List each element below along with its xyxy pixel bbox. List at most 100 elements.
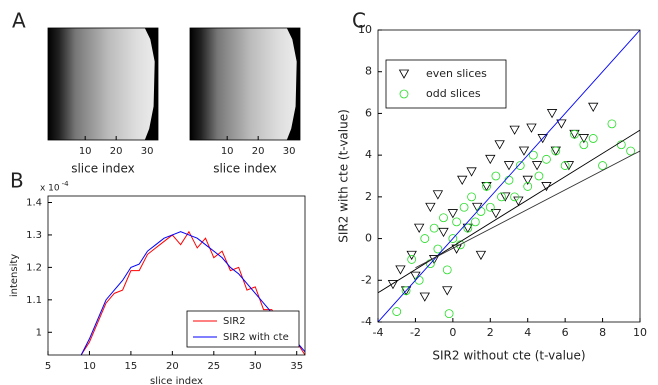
point	[533, 162, 542, 170]
point	[448, 210, 457, 218]
x-tick-label: 15	[125, 361, 138, 372]
x-tick-label: 20	[110, 146, 123, 157]
x-tick-label: 20	[166, 361, 179, 372]
x-tick-label: 35	[290, 361, 303, 372]
point	[430, 224, 438, 232]
x-axis-label: slice index	[150, 376, 203, 385]
point	[627, 147, 635, 155]
x-axis-label: slice index	[213, 162, 277, 176]
x-tick-label: 10	[221, 146, 234, 157]
point	[552, 147, 560, 155]
y-tick-label: 2	[365, 190, 372, 203]
point	[535, 172, 543, 180]
y-axis-label: intensity	[9, 254, 20, 297]
x-tick-label: 25	[207, 361, 220, 372]
x-tick-label: 5	[45, 361, 51, 372]
x-tick-label: 10	[83, 361, 96, 372]
legend-label: odd slices	[426, 87, 481, 100]
point	[599, 162, 607, 170]
point	[589, 103, 598, 111]
y-tick-label: -2	[361, 273, 372, 286]
y-tick-label: 0	[365, 232, 372, 245]
y-tick-label: 1	[36, 327, 42, 338]
x-tick-label: 4	[524, 326, 531, 339]
y-tick-label: 1.3	[26, 230, 42, 241]
point	[468, 193, 476, 201]
point	[579, 134, 588, 142]
point	[486, 155, 495, 163]
x-tick-label: -2	[410, 326, 421, 339]
y-tick-label: 1.1	[26, 295, 42, 306]
point	[523, 176, 532, 184]
point	[516, 162, 524, 170]
y-tick-label: 1.4	[26, 197, 42, 208]
panel-1: 10 20 30 slice index	[190, 28, 300, 176]
point	[467, 168, 476, 176]
y-tick-label: 6	[365, 106, 372, 119]
image	[48, 28, 158, 140]
point	[443, 266, 451, 274]
figure: A102030slice index102030slice indexBinte…	[0, 0, 658, 385]
point	[571, 130, 579, 138]
y-tick-label: 8	[365, 65, 372, 78]
x-axis-label: slice index	[71, 162, 135, 176]
fit-line	[378, 130, 640, 293]
panel-3: CSIR2 with cte (t-value)even slicesodd s…	[337, 9, 648, 363]
point	[393, 308, 401, 316]
x-tick-label: 10	[79, 146, 92, 157]
point	[510, 126, 519, 134]
legend-label: SIR2 with cte	[223, 332, 289, 343]
x-tick-label: 0	[449, 326, 456, 339]
x-tick-label: 8	[599, 326, 606, 339]
legend-label: even slices	[426, 67, 487, 80]
point	[471, 218, 479, 226]
point	[505, 162, 514, 170]
x-axis-label: SIR2 without cte (t-value)	[432, 349, 585, 363]
point	[460, 203, 468, 211]
point	[396, 266, 405, 274]
panel-0: A 10 20 30 slice index	[12, 9, 158, 176]
panel-label: A	[12, 9, 26, 33]
point	[415, 224, 424, 232]
x-tick-label: 20	[252, 146, 265, 157]
y-scale-label: x 10	[40, 184, 60, 194]
point	[548, 109, 557, 117]
point	[542, 155, 550, 163]
point	[527, 124, 536, 132]
image	[190, 28, 300, 140]
point	[445, 310, 453, 318]
y-tick-label: 10	[358, 23, 372, 36]
x-tick-label: -4	[373, 326, 384, 339]
y-tick-label: 1.2	[26, 262, 42, 273]
point	[415, 276, 423, 284]
point	[589, 134, 597, 142]
point	[439, 228, 448, 236]
x-tick-label: 10	[633, 326, 647, 339]
point	[608, 120, 616, 128]
panel-label: B	[10, 169, 24, 193]
y-tick-label: -4	[361, 315, 372, 328]
point	[426, 203, 435, 211]
point	[492, 172, 500, 180]
x-tick-label: 30	[249, 361, 262, 372]
point	[433, 191, 442, 199]
y-tick-label: 4	[365, 148, 372, 161]
point	[443, 287, 452, 295]
point	[486, 203, 494, 211]
point	[477, 207, 485, 215]
x-tick-label: 30	[141, 146, 154, 157]
x-tick-label: 30	[283, 146, 296, 157]
point	[453, 218, 461, 226]
point	[476, 251, 485, 259]
point	[458, 176, 467, 184]
x-tick-label: 6	[562, 326, 569, 339]
x-tick-label: 2	[487, 326, 494, 339]
point	[421, 235, 429, 243]
legend-label: SIR2	[223, 316, 246, 327]
point	[519, 147, 528, 155]
point	[420, 293, 429, 301]
y-scale-exponent: -4	[62, 180, 70, 188]
point	[440, 214, 448, 222]
point	[483, 182, 491, 190]
point	[495, 141, 504, 149]
